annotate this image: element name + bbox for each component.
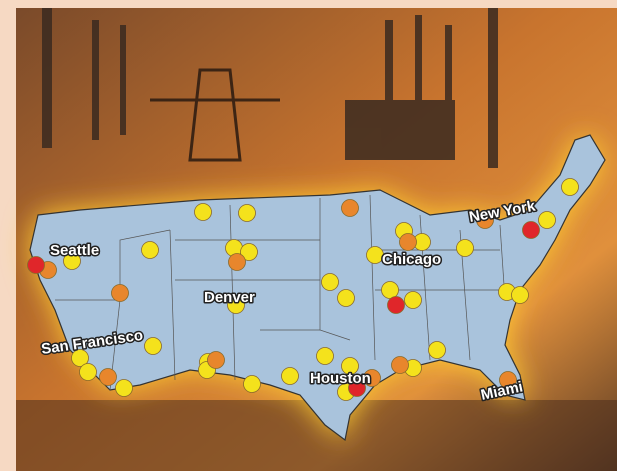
site-marker: [322, 274, 339, 291]
site-marker: [229, 254, 246, 271]
site-marker: [239, 205, 256, 222]
site-marker: [112, 285, 129, 302]
page: Seattle New York Chicago Denver San Fran…: [0, 0, 617, 471]
site-marker: [28, 257, 45, 274]
site-marker: [142, 242, 159, 259]
site-marker: [512, 287, 529, 304]
site-marker: [388, 297, 405, 314]
site-marker: [539, 212, 556, 229]
site-marker: [562, 179, 579, 196]
site-marker: [100, 369, 117, 386]
site-marker: [392, 357, 409, 374]
site-marker: [195, 204, 212, 221]
site-marker: [80, 364, 97, 381]
site-marker: [317, 348, 334, 365]
site-marker: [116, 380, 133, 397]
site-marker: [400, 234, 417, 251]
site-marker: [244, 376, 261, 393]
site-marker: [342, 200, 359, 217]
site-marker: [382, 282, 399, 299]
site-marker: [282, 368, 299, 385]
site-marker: [367, 247, 384, 264]
city-label: Chicago: [382, 251, 441, 268]
city-label: Houston: [310, 370, 371, 387]
site-marker: [429, 342, 446, 359]
site-marker: [338, 290, 355, 307]
site-marker: [523, 222, 540, 239]
site-marker: [405, 292, 422, 309]
map-view: Seattle New York Chicago Denver San Fran…: [0, 0, 617, 471]
site-marker: [145, 338, 162, 355]
site-marker: [208, 352, 225, 369]
city-label: Denver: [204, 289, 255, 306]
site-marker: [457, 240, 474, 257]
city-label: Seattle: [50, 242, 99, 259]
